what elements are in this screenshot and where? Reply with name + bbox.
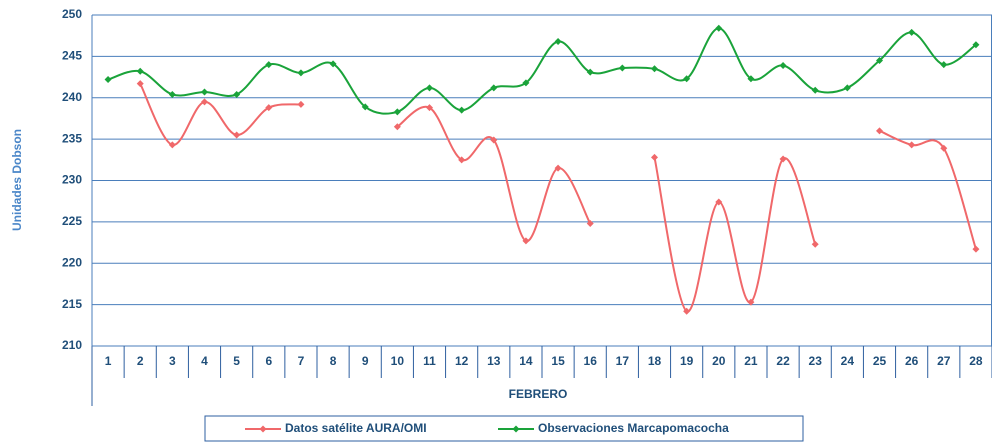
data-point — [201, 88, 208, 96]
x-tick-label: 5 — [233, 354, 240, 368]
data-point — [458, 156, 466, 164]
x-tick-label: 19 — [680, 354, 694, 368]
series-line — [139, 83, 977, 313]
data-point — [972, 41, 980, 49]
data-point — [940, 61, 948, 69]
series-line — [107, 27, 977, 115]
x-tick-label: 15 — [551, 354, 565, 368]
legend-label: Observaciones Marcapomacocha — [538, 421, 729, 435]
x-tick-label: 8 — [330, 354, 337, 368]
y-tick-label: 235 — [62, 131, 82, 145]
x-tick-label: 1 — [105, 354, 112, 368]
legend-marker — [512, 425, 520, 433]
data-point — [586, 220, 594, 228]
x-tick-label: 4 — [201, 354, 208, 368]
data-point — [618, 64, 626, 72]
data-point — [168, 90, 176, 98]
y-tick-label: 230 — [62, 173, 82, 187]
data-point — [651, 153, 658, 161]
data-point — [908, 28, 916, 36]
data-point — [554, 37, 562, 45]
data-point — [522, 237, 530, 245]
data-point — [168, 141, 176, 149]
x-tick-label: 27 — [937, 354, 951, 368]
x-axis-label: FEBRERO — [509, 387, 568, 401]
data-point — [811, 240, 819, 248]
x-tick-label: 17 — [616, 354, 630, 368]
data-point — [940, 144, 948, 152]
y-tick-label: 245 — [62, 49, 82, 63]
y-tick-label: 250 — [62, 7, 82, 21]
data-point — [393, 123, 401, 131]
data-point — [136, 67, 144, 75]
x-tick-label: 16 — [584, 354, 598, 368]
y-tick-label: 225 — [62, 214, 82, 228]
data-point — [393, 108, 401, 116]
legend-marker — [259, 425, 267, 433]
x-tick-label: 20 — [712, 354, 726, 368]
x-tick-label: 21 — [744, 354, 758, 368]
x-tick-label: 7 — [298, 354, 305, 368]
data-point — [329, 60, 337, 68]
data-point — [683, 307, 691, 315]
data-point — [458, 106, 466, 114]
data-point — [554, 164, 562, 172]
data-point — [843, 84, 851, 92]
data-point — [908, 141, 916, 149]
x-tick-label: 11 — [423, 354, 436, 368]
x-tick-label: 6 — [265, 354, 272, 368]
data-point — [747, 75, 755, 83]
data-point — [876, 127, 883, 135]
data-point — [811, 86, 819, 94]
data-point — [972, 245, 980, 253]
data-point — [265, 61, 273, 69]
x-tick-label: 24 — [841, 354, 855, 368]
data-point — [779, 61, 787, 69]
data-point — [715, 198, 723, 206]
data-point — [297, 69, 305, 77]
data-point — [490, 84, 498, 92]
data-point — [136, 80, 144, 88]
x-tick-label: 9 — [362, 354, 369, 368]
data-point — [876, 57, 883, 65]
y-tick-label: 220 — [62, 255, 82, 269]
data-point — [426, 84, 433, 92]
data-point — [297, 100, 305, 108]
x-tick-label: 26 — [905, 354, 919, 368]
y-tick-label: 210 — [62, 338, 82, 352]
x-tick-label: 22 — [776, 354, 790, 368]
x-tick-label: 14 — [519, 354, 533, 368]
x-tick-label: 13 — [487, 354, 501, 368]
data-point — [747, 298, 755, 306]
data-point — [490, 136, 498, 144]
x-tick-label: 2 — [137, 354, 144, 368]
x-tick-label: 18 — [648, 354, 662, 368]
data-point — [715, 24, 723, 32]
x-tick-label: 28 — [969, 354, 983, 368]
x-tick-label: 25 — [873, 354, 887, 368]
x-tick-label: 12 — [455, 354, 469, 368]
x-tick-label: 10 — [391, 354, 405, 368]
data-point — [361, 103, 369, 111]
data-point — [104, 76, 112, 84]
data-point — [779, 155, 787, 163]
data-point — [651, 65, 658, 73]
data-point — [265, 104, 273, 112]
x-tick-label: 23 — [809, 354, 823, 368]
x-tick-label: 3 — [169, 354, 176, 368]
y-axis-label: Unidades Dobson — [10, 129, 24, 231]
y-tick-label: 240 — [62, 90, 82, 104]
legend-label: Datos satélite AURA/OMI — [285, 421, 427, 435]
data-point — [683, 75, 691, 83]
data-point — [586, 68, 594, 76]
data-point — [522, 79, 530, 87]
data-point — [426, 104, 433, 112]
data-point — [201, 98, 208, 106]
data-point — [233, 131, 241, 139]
y-tick-label: 215 — [62, 297, 82, 311]
data-point — [233, 90, 241, 98]
